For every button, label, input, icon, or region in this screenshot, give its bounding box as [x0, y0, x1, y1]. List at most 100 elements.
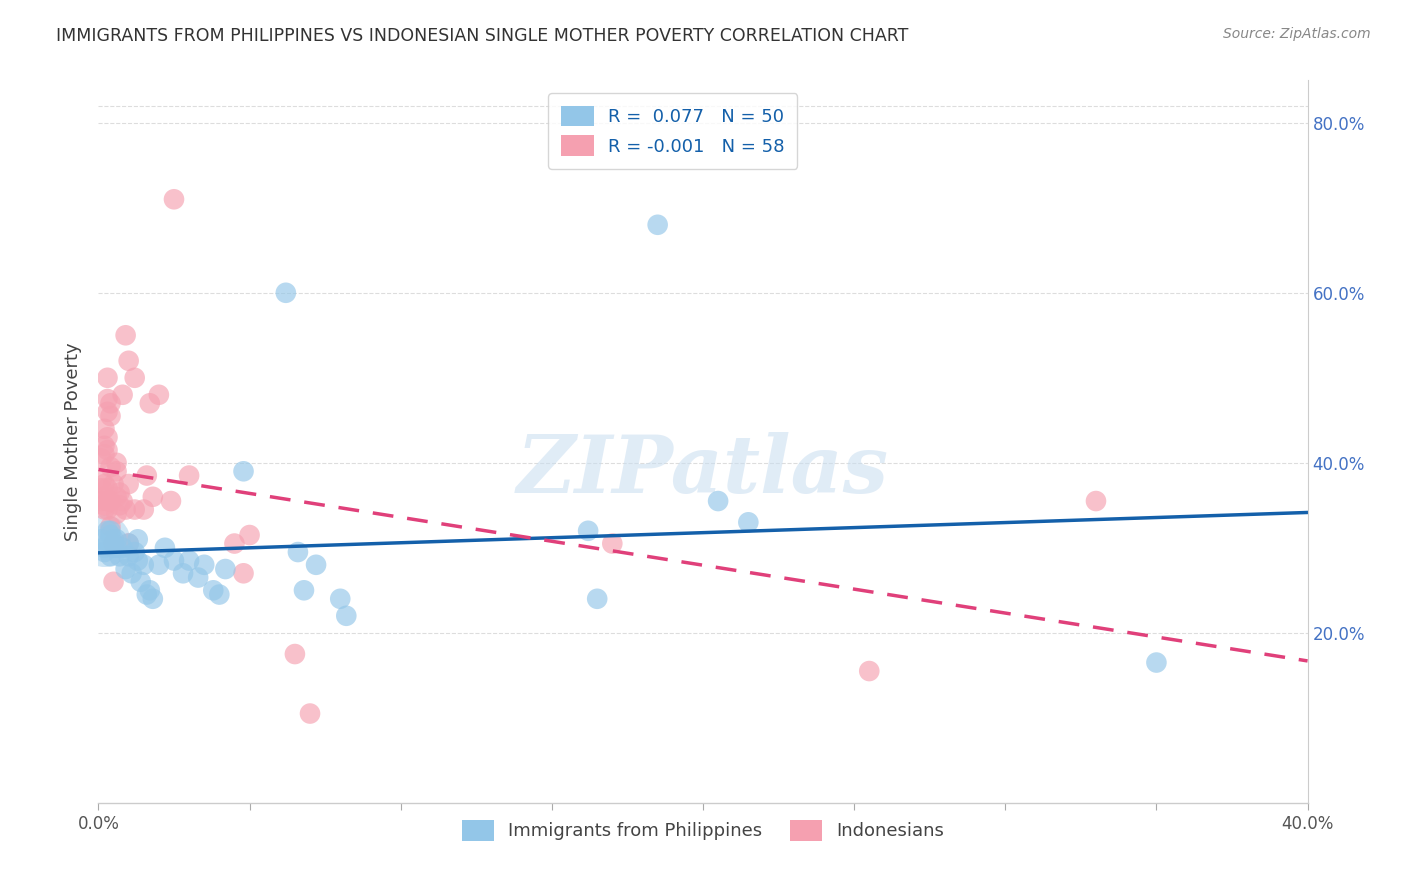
- Point: [335, 608, 357, 623]
- Text: Source: ZipAtlas.com: Source: ZipAtlas.com: [1223, 27, 1371, 41]
- Point: [232, 566, 254, 581]
- Point: [90, 481, 112, 495]
- Point: [93, 490, 115, 504]
- Point: [160, 494, 183, 508]
- Point: [108, 485, 131, 500]
- Point: [114, 328, 136, 343]
- Point: [103, 536, 125, 550]
- Point: [124, 545, 146, 559]
- Point: [93, 541, 115, 555]
- Point: [1085, 494, 1108, 508]
- Point: [90, 494, 112, 508]
- Point: [103, 541, 125, 555]
- Point: [127, 553, 149, 567]
- Point: [274, 285, 297, 300]
- Point: [118, 477, 141, 491]
- Point: [96, 502, 118, 516]
- Point: [232, 464, 254, 478]
- Point: [105, 533, 128, 547]
- Point: [135, 588, 157, 602]
- Point: [100, 528, 122, 542]
- Point: [96, 524, 118, 538]
- Point: [142, 490, 165, 504]
- Point: [100, 460, 122, 475]
- Point: [129, 574, 152, 589]
- Point: [329, 591, 352, 606]
- Point: [292, 583, 315, 598]
- Point: [105, 541, 128, 555]
- Point: [576, 524, 599, 538]
- Point: [114, 562, 136, 576]
- Point: [287, 545, 309, 559]
- Point: [127, 533, 149, 547]
- Point: [108, 549, 131, 564]
- Point: [707, 494, 730, 508]
- Point: [299, 706, 322, 721]
- Point: [96, 430, 118, 444]
- Y-axis label: Single Mother Poverty: Single Mother Poverty: [65, 343, 83, 541]
- Point: [100, 519, 122, 533]
- Point: [96, 494, 118, 508]
- Point: [163, 192, 186, 206]
- Point: [93, 502, 115, 516]
- Point: [239, 528, 262, 542]
- Point: [214, 562, 236, 576]
- Point: [96, 392, 118, 406]
- Point: [139, 583, 162, 598]
- Point: [96, 536, 118, 550]
- Point: [90, 451, 112, 466]
- Point: [93, 477, 115, 491]
- Point: [96, 443, 118, 458]
- Point: [187, 570, 209, 584]
- Point: [305, 558, 328, 572]
- Point: [124, 371, 146, 385]
- Point: [111, 494, 134, 508]
- Point: [103, 536, 125, 550]
- Point: [858, 664, 880, 678]
- Point: [142, 591, 165, 606]
- Point: [96, 371, 118, 385]
- Point: [148, 388, 170, 402]
- Point: [118, 536, 141, 550]
- Point: [737, 516, 759, 530]
- Point: [100, 549, 122, 564]
- Point: [103, 574, 125, 589]
- Legend: Immigrants from Philippines, Indonesians: Immigrants from Philippines, Indonesians: [454, 813, 952, 848]
- Point: [647, 218, 669, 232]
- Point: [208, 588, 231, 602]
- Point: [224, 536, 246, 550]
- Point: [193, 558, 215, 572]
- Point: [132, 558, 155, 572]
- Point: [163, 553, 186, 567]
- Point: [103, 477, 125, 491]
- Point: [148, 558, 170, 572]
- Point: [118, 536, 141, 550]
- Point: [172, 566, 194, 581]
- Point: [105, 456, 128, 470]
- Point: [602, 536, 624, 550]
- Point: [132, 502, 155, 516]
- Point: [135, 468, 157, 483]
- Point: [108, 498, 131, 512]
- Point: [118, 353, 141, 368]
- Point: [93, 533, 115, 548]
- Point: [100, 409, 122, 423]
- Point: [90, 533, 112, 547]
- Point: [90, 473, 112, 487]
- Point: [111, 388, 134, 402]
- Point: [202, 583, 225, 598]
- Text: IMMIGRANTS FROM PHILIPPINES VS INDONESIAN SINGLE MOTHER POVERTY CORRELATION CHAR: IMMIGRANTS FROM PHILIPPINES VS INDONESIA…: [56, 27, 908, 45]
- Point: [139, 396, 162, 410]
- Point: [121, 566, 143, 581]
- Point: [153, 541, 176, 555]
- Point: [105, 490, 128, 504]
- Point: [93, 545, 115, 559]
- Point: [179, 468, 201, 483]
- Point: [93, 422, 115, 436]
- Point: [114, 502, 136, 516]
- Text: ZIPatlas: ZIPatlas: [517, 432, 889, 509]
- Point: [93, 498, 115, 512]
- Point: [100, 396, 122, 410]
- Point: [93, 447, 115, 461]
- Point: [118, 549, 141, 564]
